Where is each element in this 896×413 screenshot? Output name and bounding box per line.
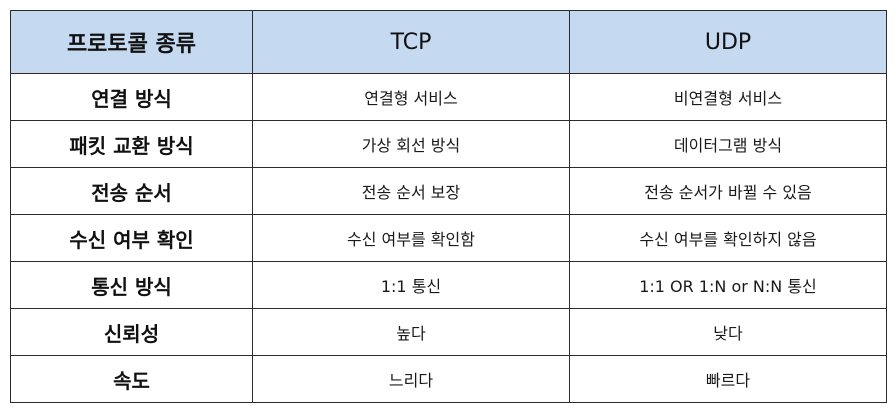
row-label: 수신 여부 확인 bbox=[10, 214, 253, 262]
table-row: 속도 느리다 빠르다 bbox=[10, 355, 887, 403]
header-udp: UDP bbox=[569, 10, 887, 74]
row-label: 연결 방식 bbox=[10, 73, 253, 121]
header-tcp: TCP bbox=[252, 10, 570, 74]
row-label: 통신 방식 bbox=[10, 261, 253, 309]
row-label: 속도 bbox=[10, 355, 253, 403]
table-row: 신뢰성 높다 낮다 bbox=[10, 308, 887, 356]
table-row: 연결 방식 연결형 서비스 비연결형 서비스 bbox=[10, 73, 887, 121]
tcp-cell: 연결형 서비스 bbox=[252, 73, 570, 121]
tcp-udp-comparison-table: 프로토콜 종류 TCP UDP 연결 방식 연결형 서비스 비연결형 서비스 패… bbox=[10, 10, 887, 403]
row-label: 신뢰성 bbox=[10, 308, 253, 356]
udp-cell: 낮다 bbox=[569, 308, 887, 356]
tcp-cell: 높다 bbox=[252, 308, 570, 356]
header-row: 프로토콜 종류 TCP UDP bbox=[10, 10, 887, 74]
header-protocol-type: 프로토콜 종류 bbox=[10, 10, 253, 74]
tcp-cell: 느리다 bbox=[252, 355, 570, 403]
udp-cell: 전송 순서가 바뀔 수 있음 bbox=[569, 167, 887, 215]
comparison-table-container: 프로토콜 종류 TCP UDP 연결 방식 연결형 서비스 비연결형 서비스 패… bbox=[10, 10, 887, 403]
tcp-cell: 가상 회선 방식 bbox=[252, 120, 570, 168]
table-row: 패킷 교환 방식 가상 회선 방식 데이터그램 방식 bbox=[10, 120, 887, 168]
row-label: 패킷 교환 방식 bbox=[10, 120, 253, 168]
tcp-cell: 1:1 통신 bbox=[252, 261, 570, 309]
tcp-cell: 수신 여부를 확인함 bbox=[252, 214, 570, 262]
tcp-cell: 전송 순서 보장 bbox=[252, 167, 570, 215]
udp-cell: 빠르다 bbox=[569, 355, 887, 403]
udp-cell: 비연결형 서비스 bbox=[569, 73, 887, 121]
table-header: 프로토콜 종류 TCP UDP bbox=[10, 10, 887, 74]
table-row: 전송 순서 전송 순서 보장 전송 순서가 바뀔 수 있음 bbox=[10, 167, 887, 215]
udp-cell: 데이터그램 방식 bbox=[569, 120, 887, 168]
row-label: 전송 순서 bbox=[10, 167, 253, 215]
udp-cell: 수신 여부를 확인하지 않음 bbox=[569, 214, 887, 262]
table-row: 통신 방식 1:1 통신 1:1 OR 1:N or N:N 통신 bbox=[10, 261, 887, 309]
table-body: 연결 방식 연결형 서비스 비연결형 서비스 패킷 교환 방식 가상 회선 방식… bbox=[10, 73, 887, 403]
table-row: 수신 여부 확인 수신 여부를 확인함 수신 여부를 확인하지 않음 bbox=[10, 214, 887, 262]
udp-cell: 1:1 OR 1:N or N:N 통신 bbox=[569, 261, 887, 309]
